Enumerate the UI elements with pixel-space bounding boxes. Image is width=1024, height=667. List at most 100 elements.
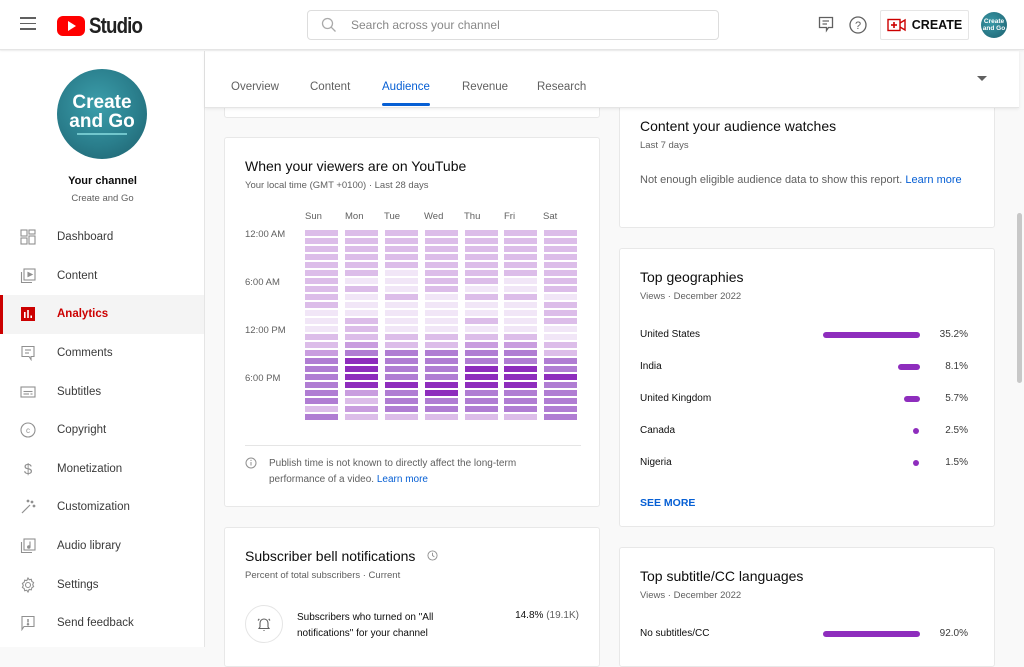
heatmap-cell[interactable]	[504, 382, 537, 388]
heatmap-cell[interactable]	[385, 382, 418, 388]
heatmap-cell[interactable]	[425, 230, 458, 236]
heatmap-cell[interactable]	[504, 398, 537, 404]
help-icon[interactable]: ?	[848, 15, 868, 35]
heatmap-cell[interactable]	[544, 238, 577, 244]
heatmap-cell[interactable]	[345, 262, 378, 268]
heatmap-cell[interactable]	[504, 286, 537, 292]
heatmap-cell[interactable]	[425, 398, 458, 404]
sidebar-item-customization[interactable]: Customization	[0, 488, 204, 527]
heatmap-cell[interactable]	[345, 318, 378, 324]
heatmap-cell[interactable]	[385, 238, 418, 244]
heatmap-cell[interactable]	[504, 390, 537, 396]
heatmap-cell[interactable]	[504, 334, 537, 340]
search-input[interactable]	[351, 18, 691, 32]
geo-row-nigeria[interactable]: Nigeria 1.5%	[640, 455, 970, 471]
heatmap-cell[interactable]	[305, 366, 338, 372]
heatmap-cell[interactable]	[465, 334, 498, 340]
heatmap-cell[interactable]	[504, 342, 537, 348]
heatmap-cell[interactable]	[345, 326, 378, 332]
heatmap-cell[interactable]	[425, 342, 458, 348]
heatmap-cell[interactable]	[305, 342, 338, 348]
heatmap-cell[interactable]	[305, 374, 338, 380]
heatmap-cell[interactable]	[504, 406, 537, 412]
date-range-dropdown-icon[interactable]	[977, 76, 987, 81]
heatmap-cell[interactable]	[385, 310, 418, 316]
heatmap-cell[interactable]	[425, 246, 458, 252]
heatmap-cell[interactable]	[305, 414, 338, 420]
geo-row-canada[interactable]: Canada 2.5%	[640, 423, 970, 439]
heatmap-cell[interactable]	[544, 278, 577, 284]
sidebar-item-monetization[interactable]: $ Monetization	[0, 450, 204, 489]
heatmap-cell[interactable]	[544, 342, 577, 348]
heatmap-cell[interactable]	[544, 406, 577, 412]
heatmap-cell[interactable]	[544, 302, 577, 308]
heatmap-cell[interactable]	[465, 414, 498, 420]
heatmap-cell[interactable]	[465, 278, 498, 284]
heatmap-cell[interactable]	[544, 350, 577, 356]
heatmap-cell[interactable]	[385, 294, 418, 300]
heatmap-cell[interactable]	[385, 270, 418, 276]
heatmap-cell[interactable]	[504, 302, 537, 308]
heatmap-cell[interactable]	[385, 302, 418, 308]
heatmap-cell[interactable]	[465, 238, 498, 244]
heatmap-cell[interactable]	[544, 262, 577, 268]
heatmap-cell[interactable]	[504, 414, 537, 420]
heatmap-cell[interactable]	[465, 390, 498, 396]
heatmap-cell[interactable]	[504, 270, 537, 276]
heatmap-cell[interactable]	[544, 230, 577, 236]
tab-revenue[interactable]: Revenue	[462, 81, 509, 93]
heatmap-cell[interactable]	[544, 334, 577, 340]
heatmap-cell[interactable]	[305, 278, 338, 284]
heatmap-cell[interactable]	[385, 262, 418, 268]
heatmap-cell[interactable]	[465, 398, 498, 404]
sidebar-item-comments[interactable]: Comments	[0, 334, 204, 373]
heatmap-cell[interactable]	[425, 278, 458, 284]
heatmap-cell[interactable]	[465, 318, 498, 324]
heatmap-cell[interactable]	[544, 286, 577, 292]
heatmap-cell[interactable]	[465, 366, 498, 372]
heatmap-cell[interactable]	[465, 374, 498, 380]
heatmap-cell[interactable]	[425, 310, 458, 316]
heatmap-cell[interactable]	[544, 310, 577, 316]
heatmap-cell[interactable]	[385, 246, 418, 252]
heatmap-cell[interactable]	[345, 358, 378, 364]
heatmap-cell[interactable]	[544, 414, 577, 420]
heatmap-cell[interactable]	[504, 230, 537, 236]
sidebar-item-audio-library[interactable]: Audio library	[0, 527, 204, 566]
heatmap-cell[interactable]	[345, 230, 378, 236]
heatmap-cell[interactable]	[425, 302, 458, 308]
heatmap-cell[interactable]	[385, 230, 418, 236]
heatmap-cell[interactable]	[345, 302, 378, 308]
heatmap-cell[interactable]	[305, 382, 338, 388]
heatmap-cell[interactable]	[345, 390, 378, 396]
heatmap-cell[interactable]	[465, 350, 498, 356]
tab-overview[interactable]: Overview	[231, 81, 279, 93]
heatmap-cell[interactable]	[345, 350, 378, 356]
heatmap-cell[interactable]	[385, 254, 418, 260]
learn-more-link[interactable]: Learn more	[376, 474, 428, 485]
heatmap-cell[interactable]	[345, 254, 378, 260]
heatmap-cell[interactable]	[385, 374, 418, 380]
heatmap-cell[interactable]	[385, 406, 418, 412]
create-button[interactable]: CREATE	[880, 10, 969, 40]
heatmap-cell[interactable]	[345, 366, 378, 372]
heatmap-cell[interactable]	[425, 382, 458, 388]
heatmap-cell[interactable]	[465, 342, 498, 348]
tab-research[interactable]: Research	[537, 81, 587, 93]
heatmap-cell[interactable]	[425, 286, 458, 292]
subtitle-row-none[interactable]: No subtitles/CC 92.0%	[640, 626, 970, 642]
heatmap-cell[interactable]	[385, 366, 418, 372]
heatmap-cell[interactable]	[385, 334, 418, 340]
heatmap-cell[interactable]	[305, 334, 338, 340]
heatmap-cell[interactable]	[345, 286, 378, 292]
heatmap-cell[interactable]	[544, 398, 577, 404]
heatmap-cell[interactable]	[504, 310, 537, 316]
heatmap-cell[interactable]	[345, 414, 378, 420]
geo-row-india[interactable]: India 8.1%	[640, 359, 970, 375]
account-avatar[interactable]: Create and Go	[981, 12, 1007, 38]
heatmap-cell[interactable]	[385, 318, 418, 324]
heatmap-cell[interactable]	[305, 398, 338, 404]
sidebar-item-analytics[interactable]: Analytics	[0, 295, 204, 334]
page-scrollbar[interactable]	[1017, 213, 1022, 383]
heatmap-cell[interactable]	[385, 278, 418, 284]
